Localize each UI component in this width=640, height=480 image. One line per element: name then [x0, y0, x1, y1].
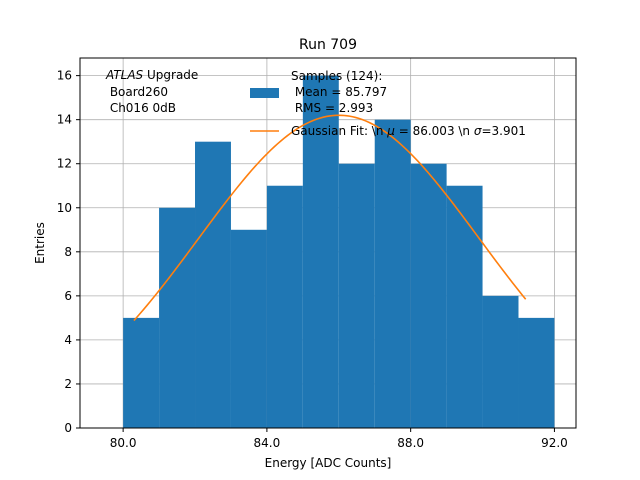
legend-fit-part3: =3.901: [481, 124, 525, 138]
histogram-bar: [482, 295, 519, 428]
histogram-bar: [266, 185, 303, 428]
legend-mean: Mean = 85.797: [291, 85, 387, 99]
legend-fit-mu: μ: [386, 124, 395, 138]
gaussian-fit: [133, 114, 527, 322]
legend: Samples (124): Mean = 85.797 RMS = 2.993…: [250, 69, 526, 138]
annotation-atlas: ATLAS: [105, 68, 144, 82]
legend-fit-sigma: σ: [474, 124, 482, 138]
histogram-bar: [195, 141, 231, 428]
chart-title: Run 709: [299, 37, 357, 53]
y-tick-label: 16: [57, 69, 72, 83]
x-tick-label: 88.0: [397, 436, 424, 450]
histogram-bar: [230, 229, 267, 428]
legend-rms: RMS = 2.993: [291, 101, 373, 115]
legend-fit-label: Gaussian Fit: \n μ = 86.003 \n σ=3.901: [291, 124, 526, 138]
y-tick-label: 14: [57, 113, 72, 127]
legend-samples: Samples (124):: [291, 69, 382, 83]
annotation-line1: ATLAS Upgrade: [105, 68, 198, 82]
histogram-bar: [374, 119, 411, 429]
y-tick-label: 6: [64, 289, 72, 303]
y-axis-ticks: 0 2 4 6 8 10 12 14 16: [57, 69, 80, 435]
x-tick-label: 92.0: [541, 436, 568, 450]
y-tick-label: 12: [57, 157, 72, 171]
x-axis-ticks: 80.0 84.0 88.0 92.0: [110, 428, 568, 450]
atlas-annotation: ATLAS Upgrade Board260 Ch016 0dB: [105, 68, 198, 115]
x-tick-label: 84.0: [254, 436, 281, 450]
histogram-bar: [518, 317, 555, 428]
histogram-bars: [123, 75, 555, 429]
annotation-channel: Ch016 0dB: [106, 101, 176, 115]
y-tick-label: 4: [64, 333, 72, 347]
y-tick-label: 2: [64, 377, 72, 391]
histogram-bar: [446, 185, 483, 428]
y-tick-label: 10: [57, 201, 72, 215]
y-tick-label: 0: [64, 421, 72, 435]
legend-fit-part2: = 86.003 \n: [395, 124, 474, 138]
x-axis-label: Energy [ADC Counts]: [265, 456, 392, 470]
y-tick-label: 8: [64, 245, 72, 259]
y-axis-label: Entries: [33, 222, 47, 264]
histogram-bar: [410, 163, 447, 428]
histogram-bar: [159, 207, 196, 428]
histogram-bar: [123, 317, 160, 428]
histogram-bar: [338, 163, 375, 428]
histogram-bar: [302, 75, 339, 428]
annotation-board: Board260: [106, 85, 168, 99]
legend-fit-part1: Gaussian Fit: \n: [291, 124, 387, 138]
axes-frame: [79, 57, 577, 429]
annotation-upgrade: Upgrade: [143, 68, 198, 82]
gaussian-fit-line: [133, 114, 527, 322]
legend-bar-swatch: [250, 88, 279, 98]
x-tick-label: 80.0: [110, 436, 137, 450]
